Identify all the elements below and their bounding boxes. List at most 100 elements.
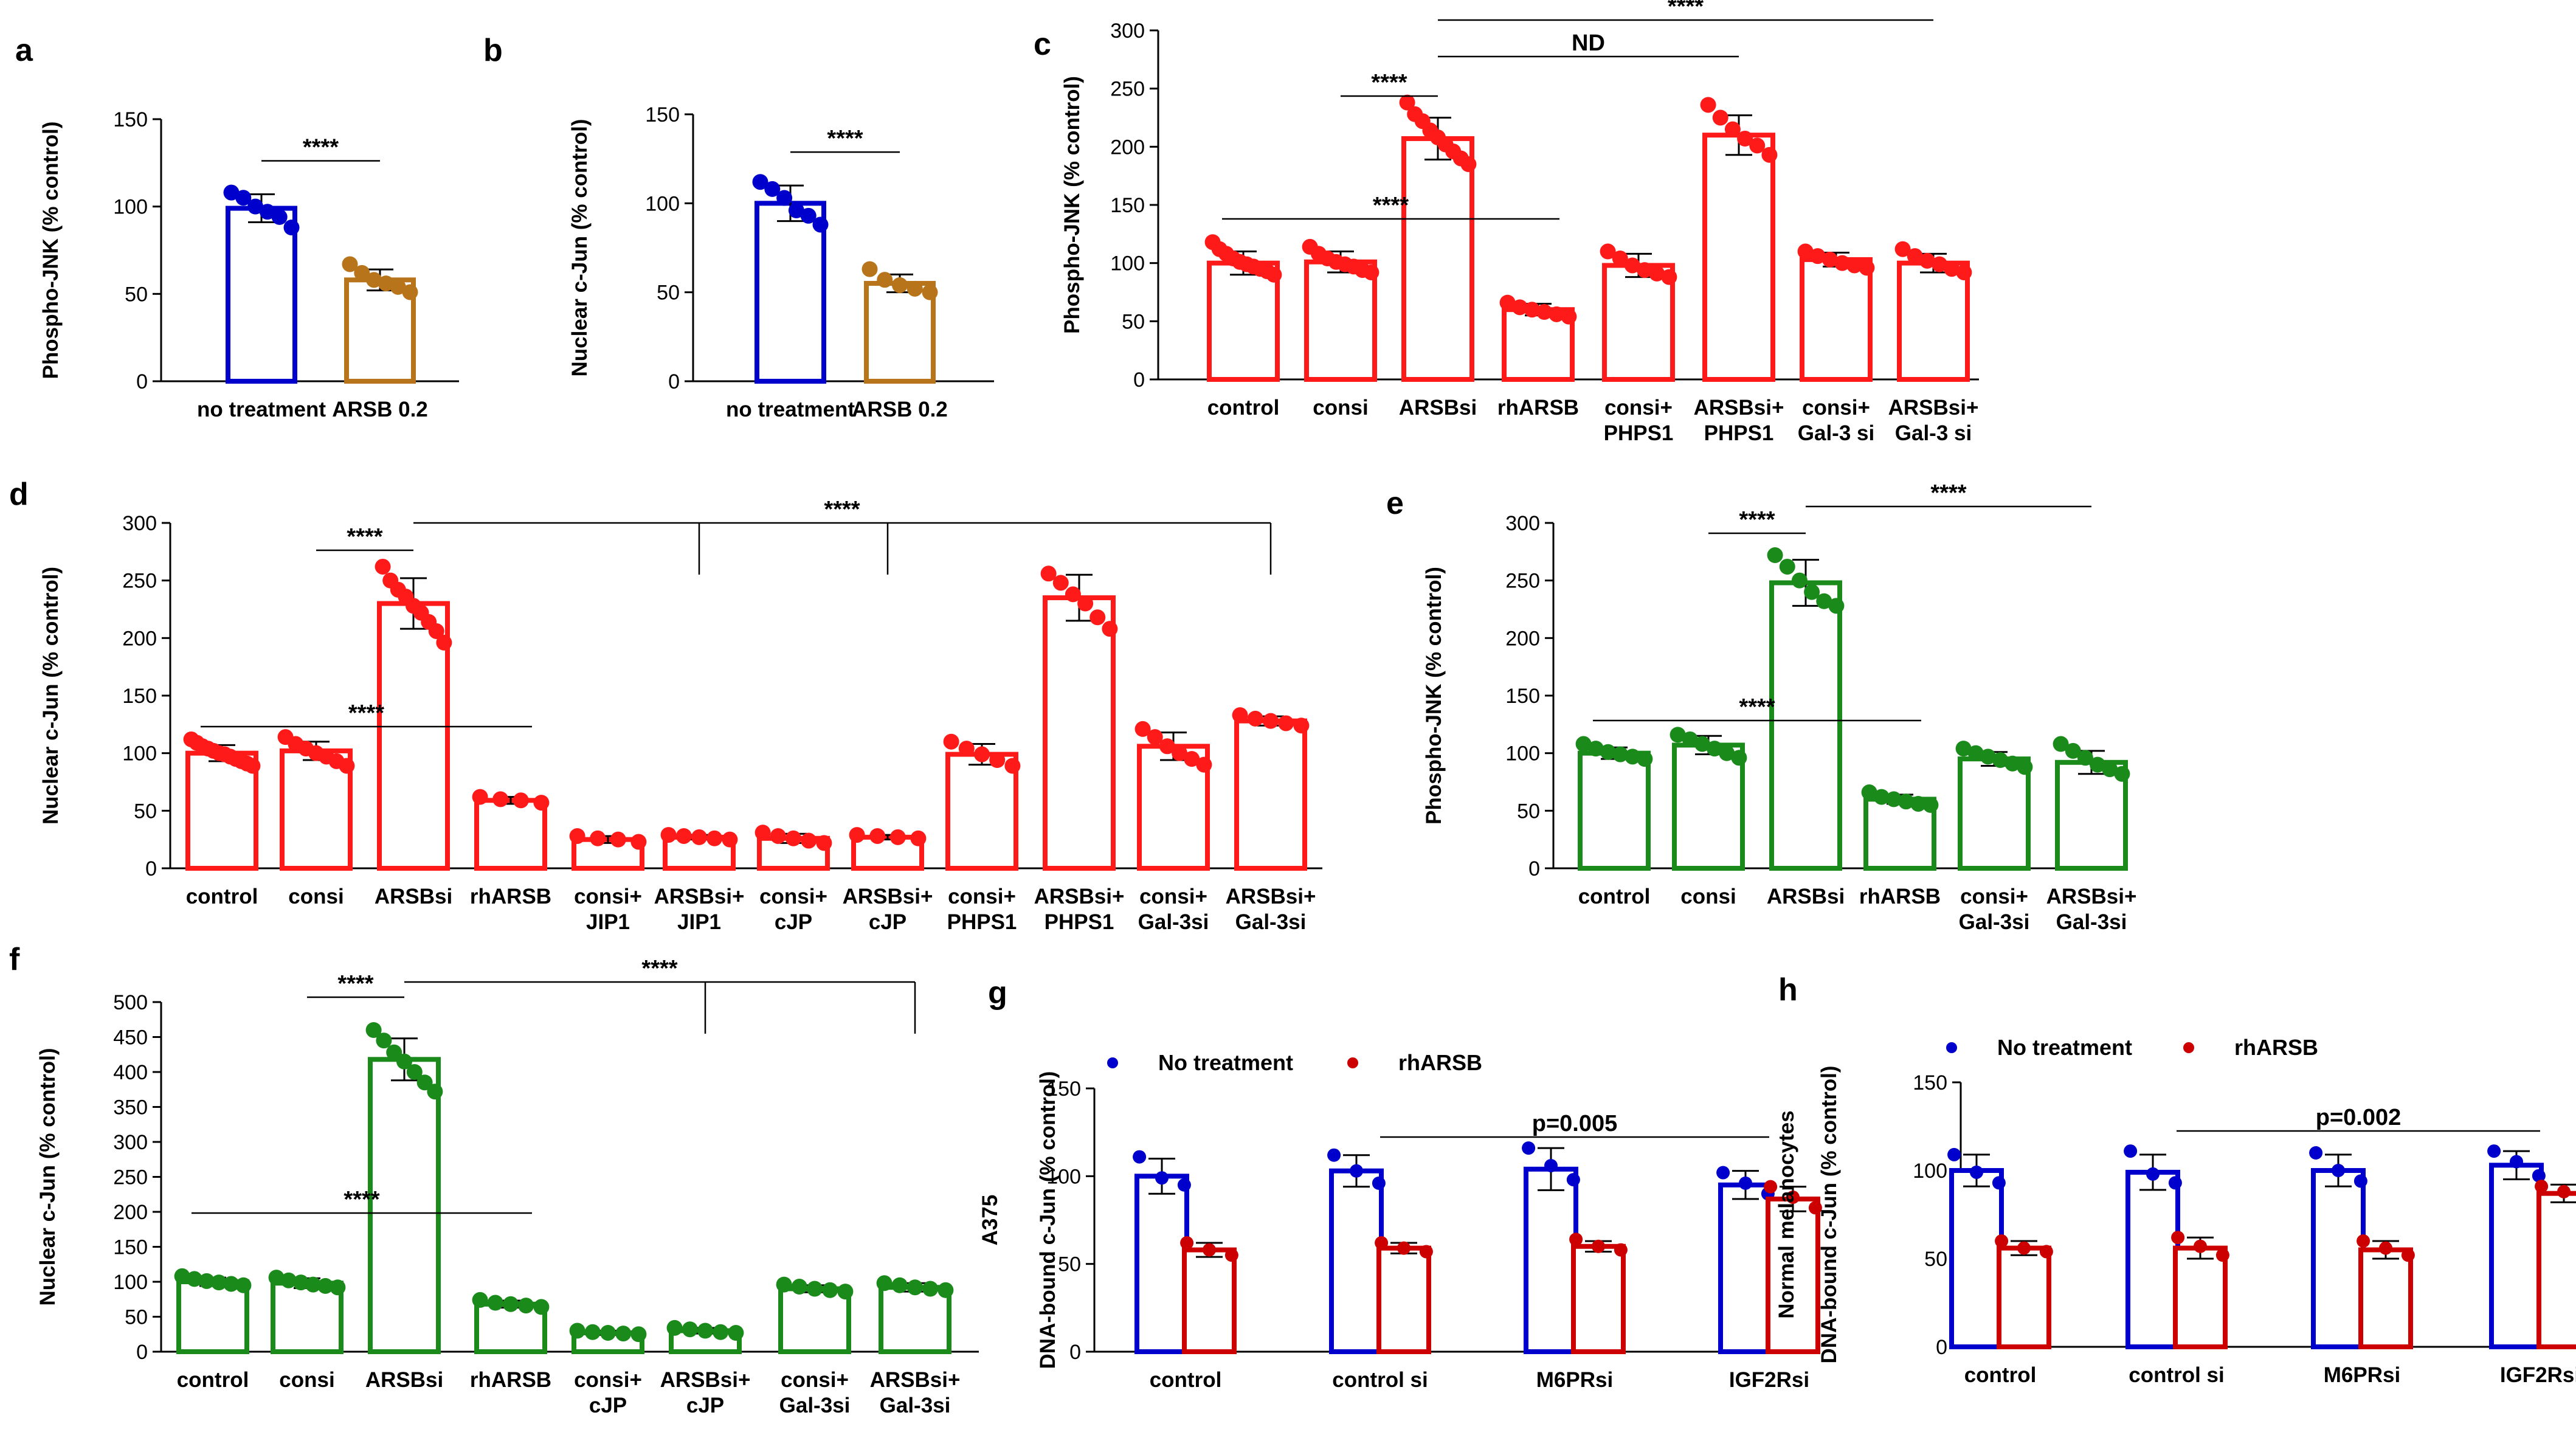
data-point	[1077, 595, 1094, 612]
data-point	[2171, 1231, 2185, 1245]
bar	[344, 277, 416, 384]
bar	[1234, 718, 1307, 871]
y-tick-label: 100	[1913, 1160, 1947, 1183]
x-tick-label: consi+ PHPS1	[947, 885, 1017, 934]
data-point	[247, 198, 264, 215]
data-point	[1147, 729, 1163, 745]
legend-label: No treatment	[1158, 1050, 1293, 1075]
data-point	[1791, 572, 1808, 589]
data-point	[1624, 257, 1640, 274]
data-point	[791, 1279, 807, 1295]
bar	[2489, 1163, 2544, 1350]
data-point	[1995, 1234, 2009, 1248]
significance-label: ****	[1371, 70, 1407, 95]
data-point	[807, 1281, 823, 1297]
x-tick-label: ARSBsi+ Gal-3si	[1226, 885, 1316, 934]
data-point	[1716, 1166, 1730, 1180]
significance-label: ****	[347, 524, 382, 550]
data-point	[1600, 243, 1616, 260]
data-point	[2309, 1146, 2323, 1160]
bar	[1897, 260, 1970, 382]
data-point	[1712, 109, 1728, 126]
significance-label: ****	[1930, 480, 1966, 506]
data-point	[280, 1272, 297, 1288]
data-point	[1247, 710, 1263, 727]
significance-label: ****	[337, 971, 373, 997]
data-point	[2332, 1164, 2345, 1177]
data-point	[1004, 758, 1021, 774]
bar	[945, 752, 1018, 871]
data-point	[211, 1274, 227, 1291]
data-point	[2532, 1169, 2546, 1183]
bar	[2125, 1169, 2180, 1350]
x-tick-label: IGF2Rsi	[2500, 1363, 2576, 1387]
data-point	[1399, 94, 1415, 111]
legend-marker	[2183, 1042, 2194, 1053]
data-point	[1172, 745, 1188, 761]
panel-letter-g: g	[988, 975, 1007, 1011]
data-point	[1944, 261, 1960, 277]
y-tick-label: 200	[113, 1201, 148, 1224]
data-point	[1873, 789, 1890, 805]
data-point	[682, 1321, 698, 1338]
y-axis-label: Phospho-JNK (% control)	[1422, 567, 1446, 825]
panel-letter-a: a	[15, 33, 33, 68]
x-tick-label: no treatment	[726, 398, 855, 421]
significance-label: ****	[1739, 507, 1775, 533]
data-point	[822, 1282, 838, 1298]
y-tick-label: 50	[1122, 310, 1145, 333]
bar	[1766, 1196, 1820, 1354]
data-point	[1649, 265, 1665, 282]
x-tick-label: consi	[1680, 885, 1736, 908]
x-tick-label: control	[177, 1368, 249, 1392]
data-point	[788, 202, 804, 219]
panel-letter-e: e	[1386, 486, 1404, 521]
data-point	[615, 1326, 632, 1342]
data-point	[1177, 1178, 1191, 1192]
data-point	[1133, 1150, 1147, 1164]
data-point	[1822, 251, 1838, 268]
y-tick-label: 0	[1936, 1336, 1947, 1359]
data-point	[728, 1324, 744, 1341]
data-point	[268, 1270, 285, 1286]
panel-letter-b: b	[483, 33, 503, 68]
data-point	[1898, 794, 1915, 810]
bar	[1304, 259, 1377, 382]
data-point	[1612, 251, 1628, 267]
y-tick-label: 50	[1058, 1253, 1081, 1276]
bar	[1207, 260, 1280, 382]
legend-marker	[1946, 1042, 1957, 1053]
data-point	[365, 1022, 382, 1038]
data-point	[330, 1279, 346, 1296]
data-point	[2017, 759, 2033, 775]
data-point	[186, 1271, 202, 1287]
x-tick-label: ARSBsi	[365, 1368, 443, 1392]
data-point	[198, 1273, 215, 1289]
data-point	[1397, 1241, 1411, 1255]
data-point	[2146, 1167, 2160, 1181]
data-point	[1625, 749, 1641, 765]
bar	[474, 1301, 547, 1355]
data-point	[339, 758, 355, 774]
x-tick-label: ARSBsi+ Gal-3si	[870, 1368, 961, 1417]
data-point	[764, 181, 781, 197]
data-point	[1612, 746, 1629, 762]
y-tick-label: 200	[1110, 136, 1145, 159]
bar	[1769, 580, 1842, 871]
data-point	[569, 1323, 585, 1339]
data-point	[1828, 598, 1845, 614]
x-tick-label: control si	[2129, 1363, 2225, 1387]
y-tick-label: 250	[1505, 570, 1540, 593]
x-tick-label: consi	[279, 1368, 334, 1392]
x-tick-label: rhARSB	[470, 885, 551, 908]
y-tick-label: 150	[122, 685, 157, 708]
data-point	[1739, 1176, 1752, 1190]
data-point	[235, 190, 252, 206]
bar	[1958, 756, 2031, 871]
data-point	[375, 558, 391, 575]
panel-b: b 0 50 100 150 Nuclear c-Jun (% control) no tr…	[483, 33, 994, 421]
data-point	[862, 261, 878, 277]
data-point	[174, 1268, 190, 1284]
data-point	[600, 1324, 616, 1341]
